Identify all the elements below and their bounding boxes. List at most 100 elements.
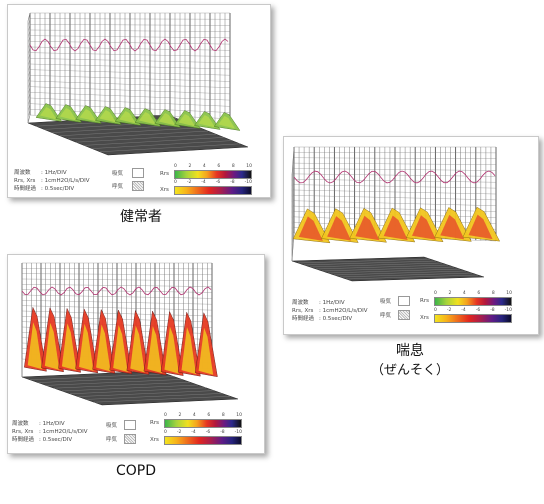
copd-phase-key: 吸気 呼気 — [106, 420, 146, 445]
wall-hline — [29, 92, 231, 101]
surface-peak-core — [198, 327, 214, 375]
copd-caption: COPD — [115, 463, 157, 479]
wall-hline — [21, 273, 213, 275]
floor-line — [315, 264, 449, 270]
freq-value: : 1Hz/DIV — [41, 170, 67, 176]
wall-hline — [21, 300, 213, 305]
floor-line — [91, 140, 233, 149]
side-line — [291, 173, 295, 202]
wall-hline — [29, 18, 231, 20]
wall-hline — [21, 278, 213, 281]
floor-line — [37, 376, 175, 383]
wall-hline — [29, 35, 231, 39]
xrs-label: Xrs — [160, 187, 169, 193]
wall-hline — [29, 86, 231, 95]
side-line — [27, 109, 31, 118]
surface-peak-core — [39, 107, 57, 120]
copd-color-scale: 0 2 4 6 8 10 Rrs 0 -2 -4 -6 -8 -10 Xrs — [150, 413, 242, 445]
wall-hline — [293, 195, 497, 201]
surface-peak-core — [79, 109, 97, 122]
wall-hline — [293, 184, 497, 189]
time-label: 時間経過 — [14, 186, 37, 192]
side-line — [27, 86, 31, 95]
floor-line — [59, 127, 201, 136]
wall-hline — [21, 294, 213, 299]
wall-hline — [29, 75, 231, 82]
wall-hline — [293, 200, 497, 206]
expiration-swatch — [132, 181, 144, 191]
side-line — [27, 92, 31, 101]
surface-peak-core — [355, 215, 380, 241]
wall-hline — [29, 103, 231, 113]
wall-hline — [29, 80, 231, 88]
floor-line — [297, 258, 431, 264]
asthma-phase-key: 吸気 呼気 — [380, 296, 420, 321]
side-line — [27, 52, 31, 61]
wall-hline — [293, 173, 497, 177]
floor-line — [309, 262, 443, 268]
side-line — [27, 114, 31, 124]
copd-3d-plot — [21, 262, 239, 406]
side-line — [291, 163, 295, 192]
surface-peak-core — [44, 322, 60, 370]
expiration-label: 呼気 — [112, 184, 124, 190]
floor-line — [339, 272, 473, 278]
surface-peak-core — [164, 326, 179, 374]
side-line — [27, 80, 31, 90]
healthy-3d-plot — [27, 12, 249, 156]
wall-hline — [29, 41, 231, 45]
side-line — [291, 152, 295, 181]
surface-peak-core — [61, 323, 77, 371]
side-line — [27, 41, 31, 50]
surface-peak-core — [440, 214, 465, 240]
wall-hline — [29, 63, 231, 70]
asthma-caption: 喘息 — [396, 343, 424, 359]
floor-line — [77, 390, 215, 397]
side-line — [27, 75, 31, 84]
copd-legend: 周波数: 1Hz/DIV Rrs, Xrs: 1cmH2O/L/s/DIV 時間… — [12, 421, 88, 443]
trace-line — [293, 170, 496, 184]
floor-line — [51, 124, 193, 133]
healthy-caption: 健常者 — [120, 209, 162, 225]
wall-hline — [29, 29, 231, 32]
wall-hline — [21, 310, 213, 317]
floor-line — [333, 270, 467, 276]
wall-hline — [29, 52, 231, 57]
surface-peak-core — [181, 327, 197, 375]
asthma-reading-caption: （ぜんそく） — [370, 363, 449, 378]
wall-hline — [29, 24, 231, 26]
wall-hline — [21, 284, 213, 287]
floor-line — [75, 134, 217, 143]
surface-peak-core — [99, 110, 117, 123]
floor-line — [99, 143, 241, 152]
floor-line — [303, 260, 437, 266]
axis-value: : 1cmH2O/L/s/DIV — [41, 178, 90, 184]
side-line — [291, 146, 295, 176]
wall-hline — [293, 205, 497, 212]
wall-hline — [293, 189, 497, 195]
side-line — [27, 58, 31, 67]
side-line — [291, 216, 295, 245]
side-line — [291, 211, 295, 240]
floor-line — [327, 268, 461, 274]
floor-line — [345, 274, 479, 280]
rrs-label: Rrs — [160, 171, 169, 177]
side-line — [291, 222, 295, 251]
healthy-legend: 周波数: 1Hz/DIV Rrs, Xrs: 1cmH2O/L/s/DIV 時間… — [14, 169, 90, 193]
surface-peak-core — [96, 324, 111, 372]
wall-hline — [29, 69, 231, 76]
surface-peak-core — [158, 113, 176, 126]
floor-line — [93, 396, 231, 403]
asthma-color-scale: 0 2 4 6 8 10 Rrs 0 -2 -4 -6 -8 -10 Xrs — [420, 291, 512, 323]
wall-hline — [29, 58, 231, 63]
surface-peak-core — [130, 325, 145, 373]
asthma-legend: 周波数: 1Hz/DIV Rrs, Xrs: 1cmH2O/L/s/DIV 時間… — [292, 300, 368, 322]
surface-peak-core — [327, 216, 352, 241]
floor-line — [321, 266, 455, 272]
rrs-color-bar — [174, 170, 252, 179]
surface-peak-core — [113, 325, 128, 372]
side-line — [291, 179, 295, 208]
surface-peak-core — [298, 216, 323, 241]
inspiration-label: 吸気 — [112, 171, 124, 177]
side-line — [291, 157, 295, 186]
